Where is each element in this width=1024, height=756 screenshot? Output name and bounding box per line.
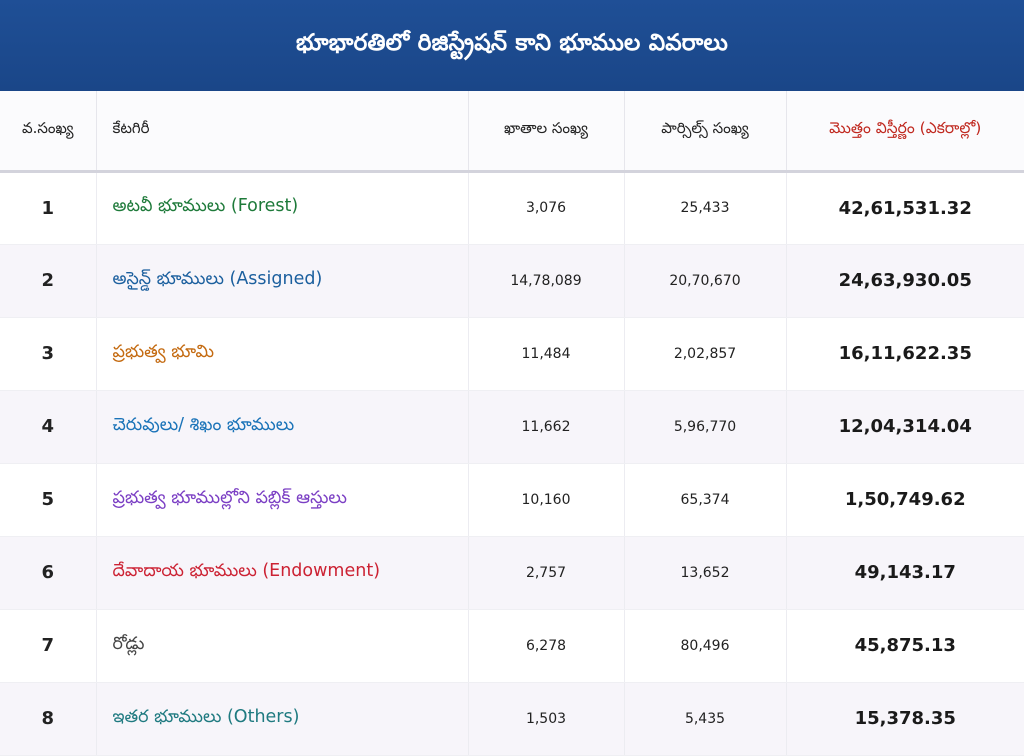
row-sno: 3 bbox=[0, 317, 97, 391]
table-row: 7 రోడ్లు 6,278 80,496 45,875.13 bbox=[0, 609, 1024, 683]
row-parcel-count: 65,374 bbox=[624, 463, 787, 537]
row-total-area: 16,11,622.35 bbox=[786, 317, 1024, 391]
row-category: చెరువులు/ శిఖం భూములు bbox=[96, 390, 469, 464]
table-body: 1 అటవీ భూములు (Forest) 3,076 25,433 42,61,53… bbox=[0, 171, 1024, 756]
row-sno: 2 bbox=[0, 244, 97, 318]
table-row: 6 దేవాదాయ భూములు (Endowment) 2,757 13,652 49… bbox=[0, 536, 1024, 610]
row-total-area: 45,875.13 bbox=[786, 609, 1024, 683]
row-parcel-count: 5,435 bbox=[624, 682, 787, 756]
table-row: 8 ఇతర భూములు (Others) 1,503 5,435 15,378.35 bbox=[0, 682, 1024, 756]
page-title: భూభారతిలో రిజిస్ట్రేషన్ కాని భూముల వివరా… bbox=[295, 29, 729, 56]
row-total-area: 12,04,314.04 bbox=[786, 390, 1024, 464]
row-sno: 1 bbox=[0, 171, 97, 245]
row-parcel-count: 20,70,670 bbox=[624, 244, 787, 318]
title-bar: భూభారతిలో రిజిస్ట్రేషన్ కాని భూముల వివరా… bbox=[0, 0, 1024, 91]
land-details-table: వ.సంఖ్య కేటగిరీ ఖాతాల సంఖ్య పార్సిల్స్ స… bbox=[0, 91, 1024, 756]
row-parcel-count: 80,496 bbox=[624, 609, 787, 683]
header-khata-count: ఖాతాల సంఖ్య bbox=[468, 91, 625, 173]
header-category: కేటగిరీ bbox=[96, 91, 469, 173]
row-sno: 4 bbox=[0, 390, 97, 464]
row-total-area: 1,50,749.62 bbox=[786, 463, 1024, 537]
table-row: 4 చెరువులు/ శిఖం భూములు 11,662 5,96,770 12,0… bbox=[0, 390, 1024, 464]
row-khata-count: 1,503 bbox=[468, 682, 625, 756]
row-khata-count: 2,757 bbox=[468, 536, 625, 610]
row-sno: 6 bbox=[0, 536, 97, 610]
table-row: 1 అటవీ భూములు (Forest) 3,076 25,433 42,61,53… bbox=[0, 171, 1024, 245]
row-sno: 5 bbox=[0, 463, 97, 537]
row-parcel-count: 25,433 bbox=[624, 171, 787, 245]
row-parcel-count: 13,652 bbox=[624, 536, 787, 610]
row-khata-count: 10,160 bbox=[468, 463, 625, 537]
row-category: ప్రభుత్వ భూముల్లోని పబ్లిక్ ఆస్తులు bbox=[96, 463, 469, 537]
row-sno: 8 bbox=[0, 682, 97, 756]
row-category: దేవాదాయ భూములు (Endowment) bbox=[96, 536, 469, 610]
row-khata-count: 11,662 bbox=[468, 390, 625, 464]
header-total-area: మొత్తం విస్తీర్ణం (ఎకరాల్లో) bbox=[786, 91, 1024, 173]
row-category: అసైన్డ్ భూములు (Assigned) bbox=[96, 244, 469, 318]
row-khata-count: 11,484 bbox=[468, 317, 625, 391]
table-row: 2 అసైన్డ్ భూములు (Assigned) 14,78,089 20,70… bbox=[0, 244, 1024, 318]
row-total-area: 42,61,531.32 bbox=[786, 171, 1024, 245]
row-category: ఇతర భూములు (Others) bbox=[96, 682, 469, 756]
row-khata-count: 6,278 bbox=[468, 609, 625, 683]
row-total-area: 24,63,930.05 bbox=[786, 244, 1024, 318]
table-row: 3 ప్రభుత్వ భూమి 11,484 2,02,857 16,11,622.35 bbox=[0, 317, 1024, 391]
header-parcel-count: పార్సిల్స్ సంఖ్య bbox=[624, 91, 787, 173]
row-parcel-count: 5,96,770 bbox=[624, 390, 787, 464]
row-total-area: 15,378.35 bbox=[786, 682, 1024, 756]
row-category: ప్రభుత్వ భూమి bbox=[96, 317, 469, 391]
header-sno: వ.సంఖ్య bbox=[0, 91, 97, 173]
row-total-area: 49,143.17 bbox=[786, 536, 1024, 610]
table-row: 5 ప్రభుత్వ భూముల్లోని పబ్లిక్ ఆస్తులు 10,1… bbox=[0, 463, 1024, 537]
row-khata-count: 3,076 bbox=[468, 171, 625, 245]
row-category: అటవీ భూములు (Forest) bbox=[96, 171, 469, 245]
table-header: వ.సంఖ్య కేటగిరీ ఖాతాల సంఖ్య పార్సిల్స్ స… bbox=[0, 91, 1024, 173]
header-row: వ.సంఖ్య కేటగిరీ ఖాతాల సంఖ్య పార్సిల్స్ స… bbox=[0, 91, 1024, 173]
row-sno: 7 bbox=[0, 609, 97, 683]
row-parcel-count: 2,02,857 bbox=[624, 317, 787, 391]
row-khata-count: 14,78,089 bbox=[468, 244, 625, 318]
row-category: రోడ్లు bbox=[96, 609, 469, 683]
